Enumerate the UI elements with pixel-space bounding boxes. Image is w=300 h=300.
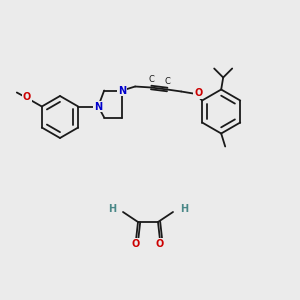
- Text: H: H: [180, 204, 188, 214]
- Text: H: H: [108, 204, 116, 214]
- Text: O: O: [194, 88, 202, 98]
- Text: C: C: [164, 76, 170, 85]
- Text: C: C: [148, 74, 154, 83]
- Text: O: O: [23, 92, 31, 103]
- Text: O: O: [156, 239, 164, 249]
- Text: O: O: [132, 239, 140, 249]
- Text: N: N: [118, 85, 126, 95]
- Text: N: N: [94, 101, 102, 112]
